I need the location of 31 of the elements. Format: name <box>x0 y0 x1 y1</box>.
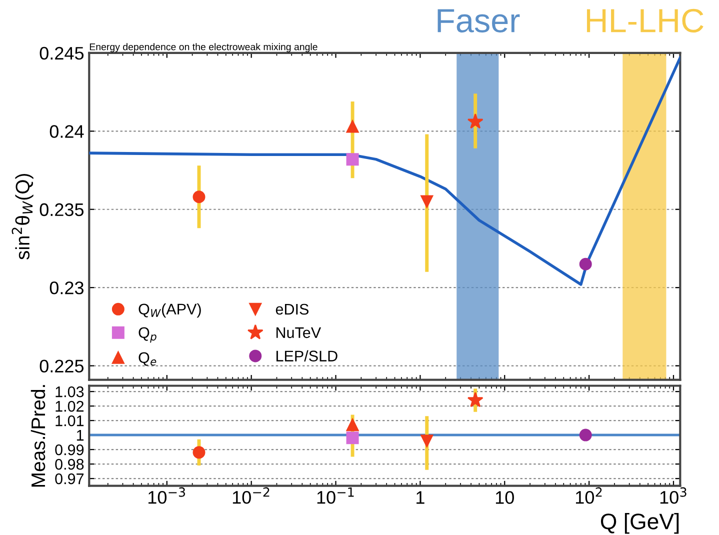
legend-label: NuTeV <box>276 327 322 338</box>
legend-label: Q$_{e}$ <box>138 352 156 366</box>
legend-label: LEP/SLD <box>276 350 338 362</box>
y-tick-label: 0.97 <box>55 473 84 484</box>
band-label: Faser <box>438 9 520 32</box>
x-tick-label: 10$^{−1}$ <box>317 487 354 504</box>
legend-label: eDIS <box>276 304 309 315</box>
legend-label: Q$_{p}$ <box>138 327 156 343</box>
y-tick-label: 1.02 <box>56 400 84 412</box>
legend-label: Q$_{W}$(APV) <box>138 303 201 318</box>
x-tick-label: 10$^{3}$ <box>660 487 686 504</box>
y-tick-label: 1 <box>76 430 84 441</box>
y-axis-title: sin$^{2}$θ$_{W}$(Q) <box>12 174 34 260</box>
x-tick-label: 10$^{−3}$ <box>148 487 186 504</box>
y-tick-label: 0.225 <box>40 360 84 372</box>
y-tick-label: 0.98 <box>55 458 84 470</box>
y-tick-label: 0.24 <box>50 125 84 138</box>
y-tick-label: 0.99 <box>55 444 84 456</box>
band-label: HL-LHC <box>586 8 704 32</box>
x-tick-label: 1 <box>416 491 424 504</box>
y-tick-label: 1.01 <box>56 415 84 426</box>
chart-title: Energy dependence on the electroweak mixing angle <box>90 43 318 52</box>
y-tick-label: 0.23 <box>50 282 84 294</box>
y-tick-label: 0.245 <box>40 46 84 60</box>
x-tick-label: 10$^{−2}$ <box>232 487 270 504</box>
x-tick-label: 10$^{2}$ <box>576 487 602 504</box>
x-tick-label: 10 <box>496 491 514 504</box>
x-axis-title: Q [GeV] <box>600 513 679 534</box>
y-tick-label: 1.03 <box>56 386 84 398</box>
y-tick-label: 0.235 <box>40 203 84 216</box>
y-axis-title: Meas./Pred. <box>30 385 46 487</box>
